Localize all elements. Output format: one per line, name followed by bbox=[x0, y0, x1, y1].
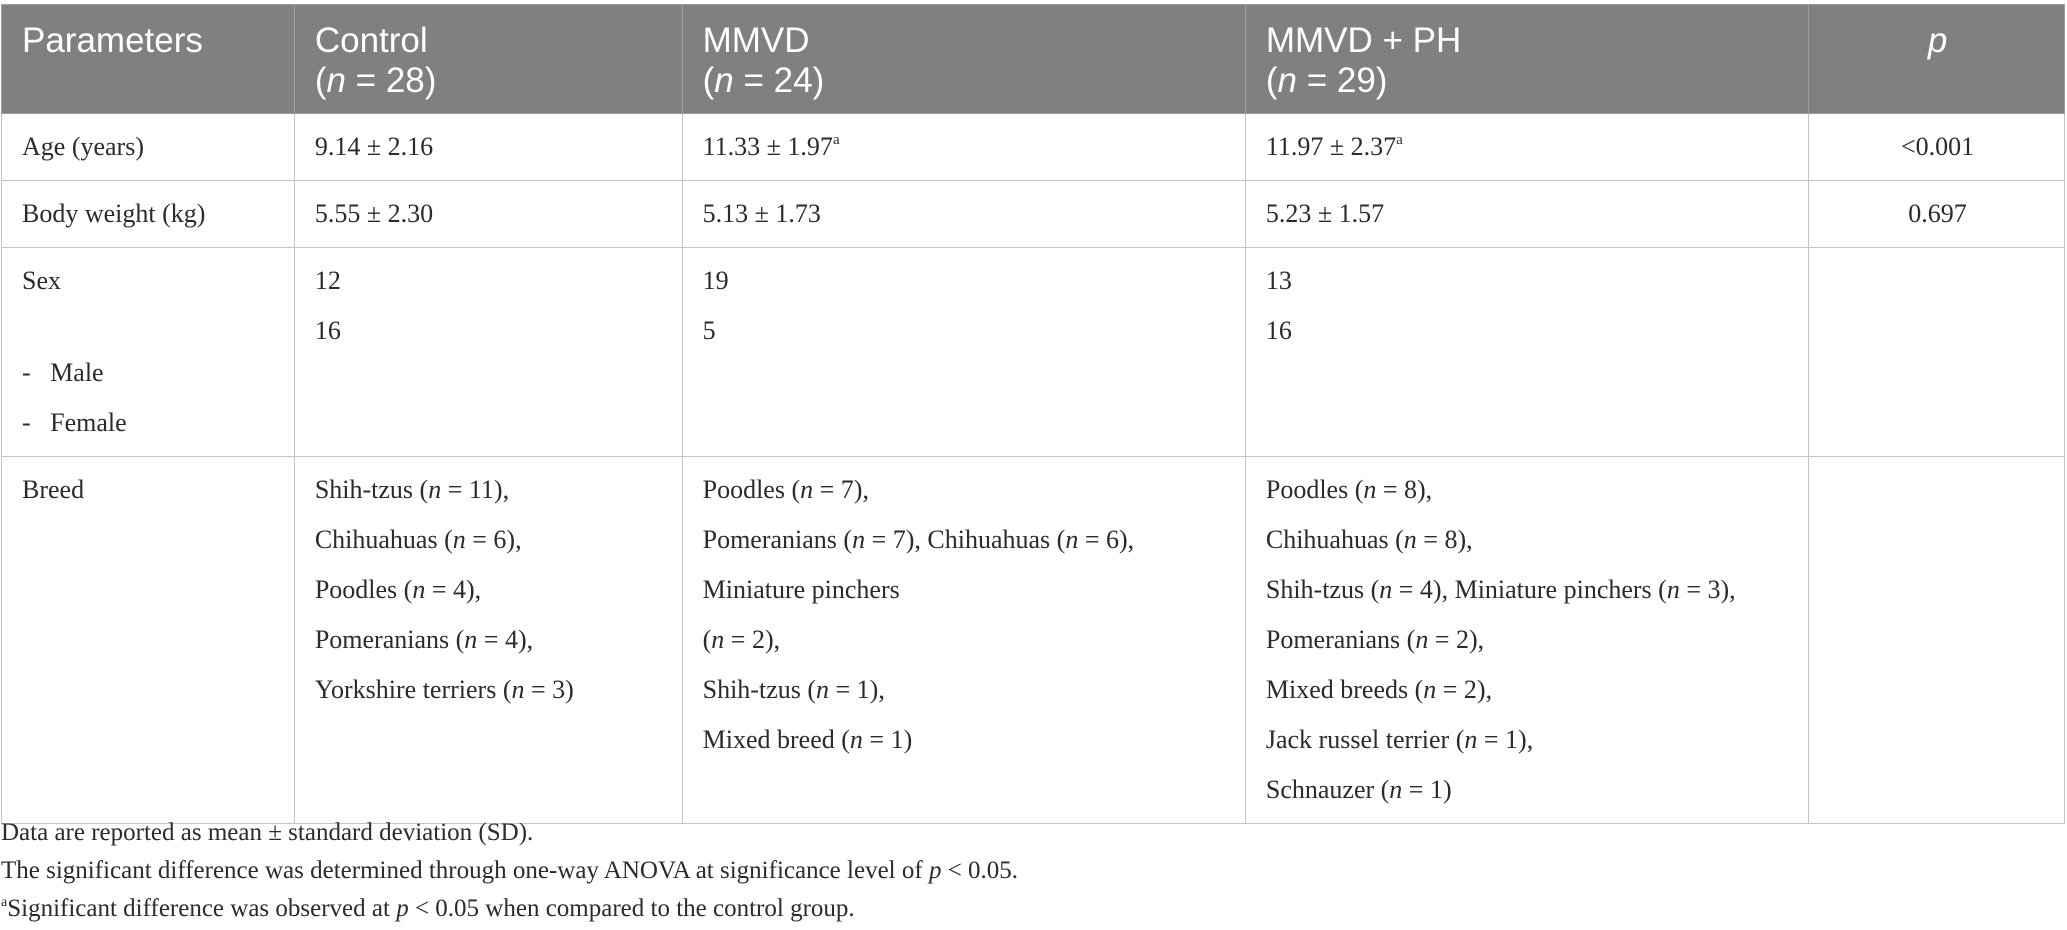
breed-mmvd-ph-line: Schnauzer (n = 1) bbox=[1265, 775, 1452, 804]
body-weight-p: 0.697 bbox=[1808, 180, 2065, 248]
breed-mmvd-ph-line: Shih-tzus (n = 4), Miniature pinchers (n… bbox=[1265, 575, 1736, 604]
breed-mmvd-ph-line: Pomeranians (n = 2), bbox=[1265, 625, 1485, 654]
age-mmvd-ph: 11.97 ± 2.37a bbox=[1244, 113, 1810, 181]
sex-mmvd-male: 19 bbox=[702, 266, 729, 295]
breed-mmvd-line: Pomeranians (n = 7), Chihuahuas (n = 6), bbox=[702, 525, 1135, 554]
breed-mmvd-ph-line: Poodles (n = 8), bbox=[1265, 475, 1433, 504]
footnote-significance: aSignificant difference was observed at … bbox=[1, 890, 1018, 928]
breed-mmvd-ph-line: Mixed breeds (n = 2), bbox=[1265, 675, 1493, 704]
sex-mmvd-ph-male: 13 bbox=[1265, 266, 1292, 295]
header-mmvd-ph-n: (n = 29) bbox=[1265, 61, 1388, 100]
breed-control-line: Yorkshire terriers (n = 3) bbox=[314, 675, 574, 704]
breed-p bbox=[1808, 456, 2065, 824]
breed-control: Shih-tzus (n = 11), Chihuahuas (n = 6), … bbox=[293, 456, 683, 824]
header-row: Parameters Control (n = 28) MMVD (n = 24… bbox=[1, 4, 2065, 114]
body-weight-mmvd: 5.13 ± 1.73 bbox=[681, 180, 1246, 248]
sex-mmvd: 19 5 bbox=[681, 247, 1246, 457]
row-sex: Sex Male Female 12 16 19 5 13 16 bbox=[1, 247, 2065, 457]
sex-male-label: Male bbox=[22, 348, 276, 398]
table-footnotes: Data are reported as mean ± standard dev… bbox=[1, 814, 1018, 928]
breed-mmvd-ph-line: Jack russel terrier (n = 1), bbox=[1265, 725, 1534, 754]
sex-label: Sex bbox=[22, 266, 61, 295]
sex-mmvd-ph-female: 16 bbox=[1265, 316, 1292, 345]
breed-mmvd-line: Miniature pinchers bbox=[702, 575, 900, 604]
header-control-n: (n = 28) bbox=[314, 61, 437, 100]
age-mmvd-value: 11.33 ± 1.97 bbox=[702, 132, 833, 161]
header-parameters: Parameters bbox=[1, 4, 295, 114]
sex-control-male: 12 bbox=[314, 266, 341, 295]
breed-label: Breed bbox=[1, 456, 295, 824]
sex-label-cell: Sex Male Female bbox=[1, 247, 295, 457]
age-control: 9.14 ± 2.16 bbox=[293, 113, 683, 181]
sex-female-label: Female bbox=[22, 398, 276, 448]
sex-control: 12 16 bbox=[293, 247, 683, 457]
breed-control-line: Pomeranians (n = 4), bbox=[314, 625, 534, 654]
age-mmvd-ph-value: 11.97 ± 2.37 bbox=[1265, 132, 1397, 161]
header-mmvd-n: (n = 24) bbox=[702, 61, 825, 100]
header-mmvd-ph-name: MMVD + PH bbox=[1265, 21, 1462, 60]
age-label: Age (years) bbox=[1, 113, 295, 181]
age-mmvd: 11.33 ± 1.97a bbox=[681, 113, 1246, 181]
sex-mmvd-female: 5 bbox=[702, 316, 716, 345]
age-mmvd-footnote-mark: a bbox=[832, 132, 840, 148]
row-age: Age (years) 9.14 ± 2.16 11.33 ± 1.97a 11… bbox=[1, 113, 2065, 181]
sex-control-female: 16 bbox=[314, 316, 341, 345]
header-mmvd-name: MMVD bbox=[702, 21, 810, 60]
footnote-mark: a bbox=[1, 895, 8, 910]
header-mmvd-ph: MMVD + PH (n = 29) bbox=[1244, 4, 1810, 114]
breed-mmvd-line: Shih-tzus (n = 1), bbox=[702, 675, 885, 704]
breed-mmvd-line: (n = 2), bbox=[702, 625, 781, 654]
body-weight-label: Body weight (kg) bbox=[1, 180, 295, 248]
footnote-sd: Data are reported as mean ± standard dev… bbox=[1, 819, 534, 846]
breed-mmvd-ph: Poodles (n = 8), Chihuahuas (n = 8), Shi… bbox=[1244, 456, 1810, 824]
row-body-weight: Body weight (kg) 5.55 ± 2.30 5.13 ± 1.73… bbox=[1, 180, 2065, 248]
characteristics-table: Parameters Control (n = 28) MMVD (n = 24… bbox=[1, 4, 2065, 824]
breed-control-line: Chihuahuas (n = 6), bbox=[314, 525, 522, 554]
body-weight-control: 5.55 ± 2.30 bbox=[293, 180, 683, 248]
body-weight-mmvd-ph: 5.23 ± 1.57 bbox=[1244, 180, 1810, 248]
breed-mmvd-line: Poodles (n = 7), bbox=[702, 475, 869, 504]
age-mmvd-ph-footnote-mark: a bbox=[1396, 132, 1403, 148]
breed-control-line: Poodles (n = 4), bbox=[314, 575, 482, 604]
breed-control-line: Shih-tzus (n = 11), bbox=[314, 475, 510, 504]
breed-mmvd-ph-line: Chihuahuas (n = 8), bbox=[1265, 525, 1473, 554]
header-control: Control (n = 28) bbox=[293, 4, 683, 114]
sex-mmvd-ph: 13 16 bbox=[1244, 247, 1810, 457]
breed-mmvd: Poodles (n = 7), Pomeranians (n = 7), Ch… bbox=[681, 456, 1246, 824]
footnote-significance-text: Significant difference was observed at p… bbox=[7, 895, 855, 922]
header-p: p bbox=[1808, 4, 2065, 114]
age-p: <0.001 bbox=[1808, 113, 2065, 181]
row-breed: Breed Shih-tzus (n = 11), Chihuahuas (n … bbox=[1, 456, 2065, 824]
footnote-anova: The significant difference was determine… bbox=[1, 857, 1019, 884]
header-control-name: Control bbox=[314, 21, 428, 60]
breed-mmvd-line: Mixed breed (n = 1) bbox=[702, 725, 913, 754]
sex-p bbox=[1808, 247, 2065, 457]
header-mmvd: MMVD (n = 24) bbox=[681, 4, 1246, 114]
